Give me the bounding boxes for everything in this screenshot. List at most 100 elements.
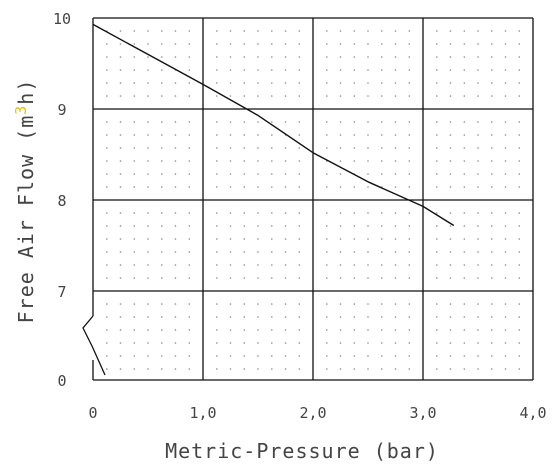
grid-dot [147,134,149,136]
grid-dot [518,316,521,318]
grid-dot [436,82,438,84]
grid-dot [367,316,369,318]
grid-dot [174,238,177,240]
grid-dot [284,342,287,344]
grid-dot [119,303,122,305]
grid-dot [477,212,479,214]
grid-dot [381,277,383,279]
grid-dot [257,134,259,136]
grid-dot [394,30,397,32]
grid-dot [229,56,232,58]
grid-dot [133,329,136,331]
grid-dot [216,173,218,175]
grid-dot [229,134,232,136]
grid-dot [463,342,466,344]
grid-dot [353,225,356,227]
grid-dot [367,303,369,305]
grid-dot [339,355,342,357]
grid-dot [257,186,259,188]
grid-dot [353,95,356,97]
grid-dot [463,69,466,71]
grid-dot [298,251,301,253]
grid-dot [367,329,369,331]
grid-dot [449,342,452,344]
grid-dot [119,251,122,253]
grid-dot [491,225,493,227]
grid-dot [381,212,383,214]
grid-dot [243,82,246,84]
grid-dot [271,69,273,71]
grid-dot [326,186,328,188]
grid-dot [271,121,273,123]
grid-dot [504,316,507,318]
grid-dot [284,69,287,71]
grid-dot [367,225,369,227]
grid-dot [284,56,287,58]
grid-dot [257,342,259,344]
grid-dot [284,329,287,331]
grid-dot [119,95,122,97]
grid-dot [436,95,438,97]
grid-dot [339,30,342,32]
grid-dot [188,30,191,32]
grid-dot [449,173,452,175]
grid-dot [106,225,108,227]
grid-dot [339,186,342,188]
grid-dot [229,173,232,175]
grid-dot [174,95,177,97]
grid-dot [271,264,273,266]
grid-dot [106,329,108,331]
grid-dot [188,342,191,344]
grid-dot [367,95,369,97]
grid-dot [298,186,301,188]
grid-dot [106,121,108,123]
grid-dot [229,225,232,227]
grid-dot [367,69,369,71]
grid-dot [188,238,191,240]
grid-dot [381,82,383,84]
grid-dot [284,316,287,318]
grid-dot [284,225,287,227]
grid-dot [326,56,328,58]
grid-dot [436,56,438,58]
x-tick-label: 2,0 [299,404,326,422]
grid-dot [257,69,259,71]
grid-dot [436,264,438,266]
grid-dot [229,277,232,279]
y-axis-title-main: Free Air Flow (m [14,115,38,324]
grid-dot [161,43,163,45]
grid-dot [394,368,397,370]
grid-dot [243,69,246,71]
grid-dot [408,82,411,84]
grid-dot [381,251,383,253]
grid-dot [298,147,301,149]
grid-dot [298,69,301,71]
grid-dot [436,303,438,305]
grid-dot [326,212,328,214]
grid-dot [339,160,342,162]
grid-dot [216,43,218,45]
grid-dot [298,316,301,318]
grid-dot [491,147,493,149]
grid-dot [106,212,108,214]
grid-dot [298,134,301,136]
grid-dot [188,277,191,279]
grid-dot [449,134,452,136]
grid-dot [477,238,479,240]
grid-dot [436,160,438,162]
grid-dot [504,329,507,331]
grid-dot [477,264,479,266]
grid-dot [491,212,493,214]
grid-dot [257,56,259,58]
grid-dot [161,355,163,357]
grid-dot [353,264,356,266]
grid-dot [381,69,383,71]
grid-dot [161,329,163,331]
grid-dot [326,329,328,331]
grid-dot [216,121,218,123]
x-axis-title: Metric-Pressure (bar) [165,439,439,463]
grid-dot [284,95,287,97]
grid-dot [408,30,411,32]
grid-dot [518,134,521,136]
grid-dot [408,212,411,214]
